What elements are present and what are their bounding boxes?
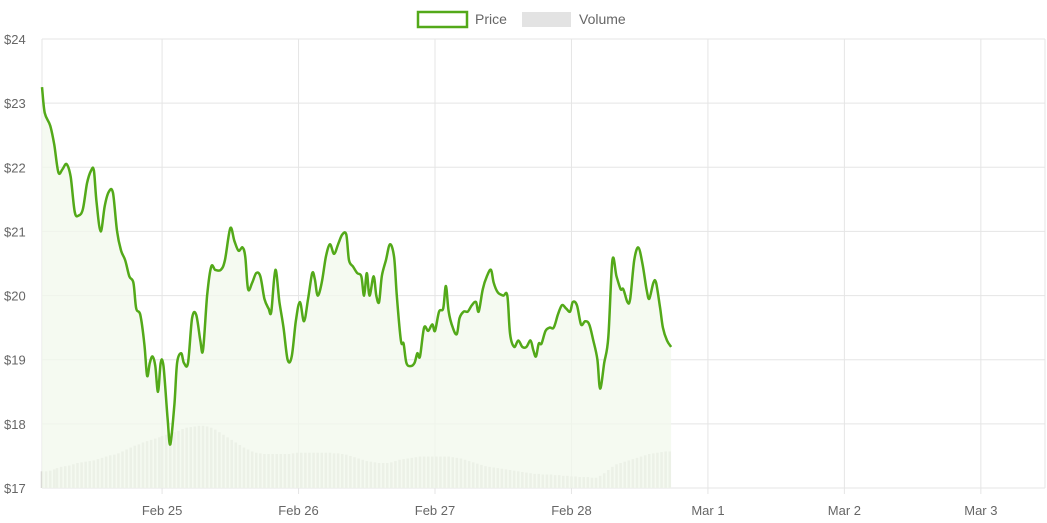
y-tick-label: $17 <box>4 481 26 496</box>
y-axis: $17 $18 $19 $20 $21 $22 $23 $24 <box>4 32 26 496</box>
legend-swatch-price <box>416 10 469 29</box>
y-tick-label: $22 <box>4 160 26 175</box>
x-tick-label: Feb 28 <box>551 503 591 518</box>
x-tick-label: Mar 1 <box>691 503 724 518</box>
legend-item-volume[interactable]: Volume <box>522 11 626 27</box>
y-tick-label: $20 <box>4 289 26 304</box>
x-axis: Feb 25 Feb 26 Feb 27 Feb 28 Mar 1 Mar 2 Mar 3 <box>142 503 998 518</box>
legend-label-price: Price <box>475 11 507 27</box>
price-area-fill <box>42 87 672 488</box>
x-tick-label: Feb 26 <box>278 503 318 518</box>
x-tick-label: Feb 25 <box>142 503 182 518</box>
x-tick-label: Mar 3 <box>964 503 997 518</box>
price-line <box>40 86 673 446</box>
y-tick-label: $21 <box>4 224 26 239</box>
legend[interactable]: Price Volume <box>416 10 626 29</box>
y-tick-label: $24 <box>4 32 26 47</box>
x-tick-label: Feb 27 <box>415 503 455 518</box>
legend-item-price[interactable]: Price <box>416 10 507 29</box>
y-tick-label: $18 <box>4 417 26 432</box>
y-tick-label: $23 <box>4 96 26 111</box>
x-tick-label: Mar 2 <box>828 503 861 518</box>
legend-swatch-volume <box>522 12 571 27</box>
legend-label-volume: Volume <box>579 11 626 27</box>
y-tick-label: $19 <box>4 353 26 368</box>
